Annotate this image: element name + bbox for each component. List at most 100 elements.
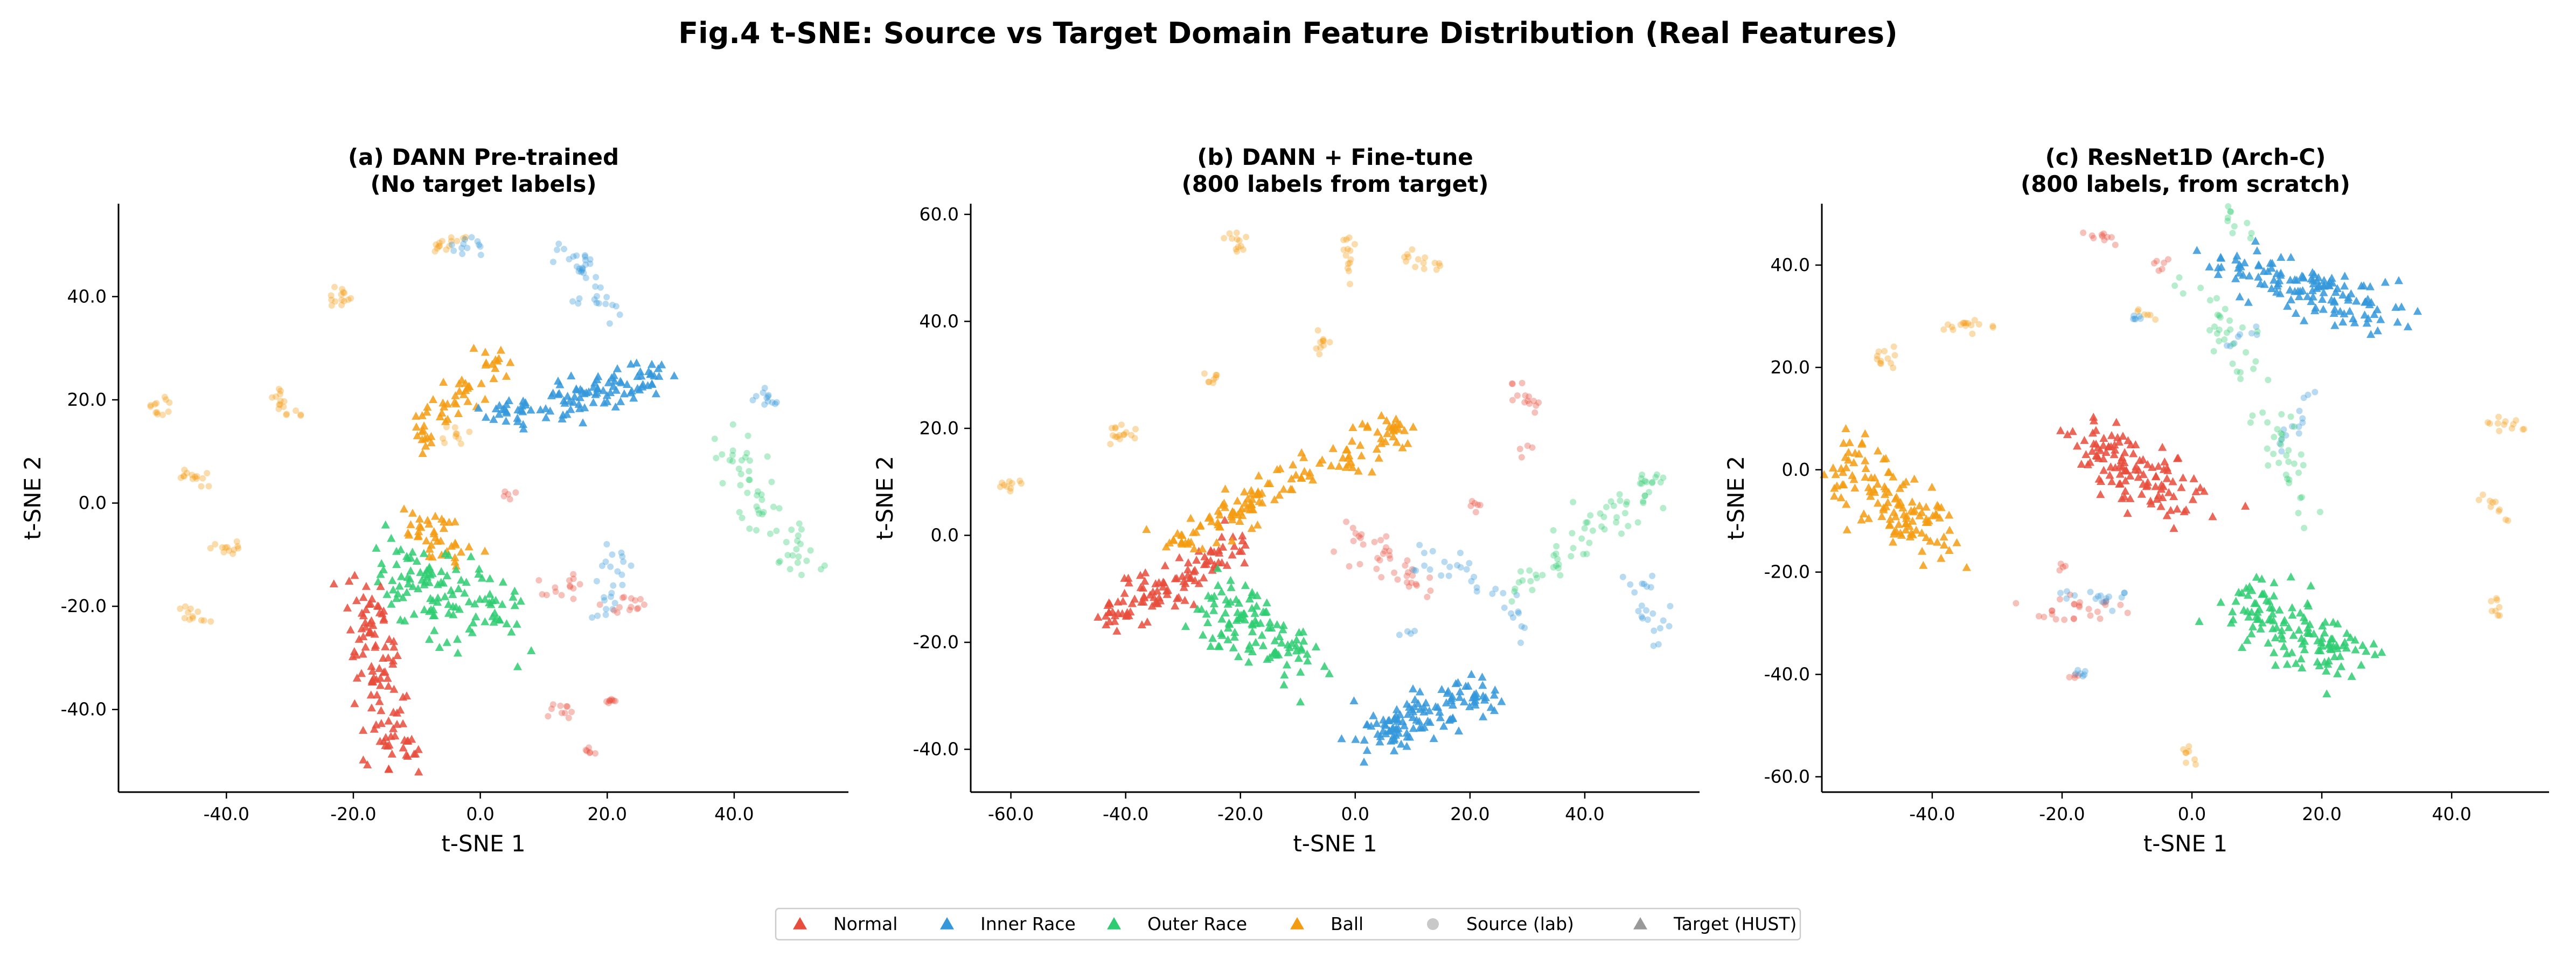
source-point-outer xyxy=(2300,462,2307,469)
target-point-ball xyxy=(406,520,415,529)
target-point-outer xyxy=(2305,629,2314,637)
source-point-inner xyxy=(477,252,484,259)
source-point-ball xyxy=(441,439,448,446)
target-point-normal xyxy=(1217,532,1227,541)
target-point-inner xyxy=(2291,309,2301,317)
source-point-outer xyxy=(817,566,824,573)
target-point-normal xyxy=(2099,466,2108,474)
source-point-normal xyxy=(1373,565,1380,572)
target-point-ball xyxy=(1902,511,1911,520)
target-point-ball xyxy=(1381,437,1390,446)
target-point-outer xyxy=(444,600,453,608)
source-point-inner xyxy=(450,247,457,254)
target-point-ball xyxy=(1894,519,1903,528)
target-point-outer xyxy=(1282,660,1292,669)
target-point-normal xyxy=(361,581,371,590)
target-point-outer xyxy=(2252,572,2261,581)
target-point-ball xyxy=(1374,453,1383,462)
source-point-inner xyxy=(1515,609,1522,616)
source-point-outer xyxy=(1638,475,1645,482)
target-point-outer xyxy=(2295,608,2305,617)
target-point-ball xyxy=(1227,536,1237,545)
source-point-outer xyxy=(2286,480,2293,487)
source-point-inner xyxy=(611,600,618,607)
target-point-ball xyxy=(1228,515,1237,524)
source-point-ball xyxy=(283,411,290,418)
target-point-ball xyxy=(1857,438,1867,447)
source-point-ball xyxy=(1437,262,1444,269)
source-point-inner xyxy=(1627,581,1634,588)
target-point-outer xyxy=(2346,633,2355,641)
panel-title: (b) DANN + Fine-tune xyxy=(1197,144,1473,170)
target-point-outer xyxy=(1202,609,1211,618)
target-point-normal xyxy=(1171,601,1180,610)
source-point-inner xyxy=(1647,584,1654,591)
source-point-ball xyxy=(200,617,207,624)
target-point-normal xyxy=(2160,457,2169,466)
source-point-ball xyxy=(153,400,160,407)
target-point-inner xyxy=(648,359,657,368)
target-point-outer xyxy=(2370,650,2379,658)
legend: Normal Inner Race Outer Race Ball Source (la… xyxy=(775,907,1801,941)
target-point-inner xyxy=(526,405,535,414)
source-point-ball xyxy=(2495,508,2502,515)
source-point-normal xyxy=(603,698,610,705)
target-point-inner xyxy=(670,371,679,379)
source-point-ball xyxy=(462,234,469,241)
target-point-outer xyxy=(392,594,401,602)
target-point-inner xyxy=(1369,711,1378,719)
target-point-ball xyxy=(414,527,423,536)
target-point-normal xyxy=(1110,611,1119,620)
source-point-ball xyxy=(2192,761,2199,768)
target-point-ball xyxy=(1937,503,1946,511)
target-point-outer xyxy=(387,599,396,608)
target-point-normal xyxy=(2099,434,2108,442)
target-point-outer xyxy=(510,586,519,595)
target-point-outer xyxy=(392,560,401,568)
target-point-ball xyxy=(469,344,478,352)
source-point-outer xyxy=(798,526,805,533)
target-point-ball xyxy=(1915,511,1924,519)
source-point-inner xyxy=(608,590,615,597)
source-point-outer xyxy=(735,466,742,473)
source-point-ball xyxy=(1006,478,1013,485)
target-point-outer xyxy=(1230,628,1240,636)
target-point-inner xyxy=(1402,741,1411,750)
target-point-outer xyxy=(1284,648,1293,656)
panel-2: (b) DANN + Fine-tune(800 labels from tar… xyxy=(872,144,1700,857)
source-point-ball xyxy=(166,399,173,406)
source-point-outer xyxy=(1527,578,1534,585)
target-point-inner xyxy=(1362,746,1371,754)
target-point-normal xyxy=(350,571,359,579)
source-point-inner xyxy=(609,551,616,558)
source-point-inner xyxy=(2131,312,2138,319)
source-point-outer xyxy=(1618,530,1625,537)
source-point-normal xyxy=(1391,569,1398,576)
source-point-ball xyxy=(1345,260,1352,267)
source-point-inner xyxy=(773,399,780,406)
target-point-outer xyxy=(2279,618,2288,627)
source-point-ball xyxy=(1888,360,1895,367)
target-point-inner xyxy=(2325,277,2334,286)
target-point-outer xyxy=(2321,618,2330,626)
target-point-outer xyxy=(433,593,442,602)
source-point-ball xyxy=(189,613,196,620)
source-point-ball xyxy=(1326,339,1333,346)
target-point-inner xyxy=(2393,317,2402,326)
target-point-normal xyxy=(2178,473,2188,482)
source-point-ball xyxy=(433,241,440,248)
target-point-ball xyxy=(1363,421,1372,430)
target-point-inner xyxy=(1461,682,1471,690)
target-point-normal xyxy=(2121,476,2130,484)
source-point-outer xyxy=(1569,530,1576,537)
source-point-outer xyxy=(1601,526,1608,533)
target-point-outer xyxy=(2216,598,2225,606)
target-point-inner xyxy=(2231,255,2240,263)
source-point-normal xyxy=(1526,400,1533,407)
source-point-inner xyxy=(2102,595,2109,602)
source-point-inner xyxy=(753,393,760,400)
target-point-normal xyxy=(2092,451,2101,460)
source-point-ball xyxy=(446,242,453,249)
target-point-ball xyxy=(424,519,434,528)
source-point-normal xyxy=(2098,231,2105,238)
